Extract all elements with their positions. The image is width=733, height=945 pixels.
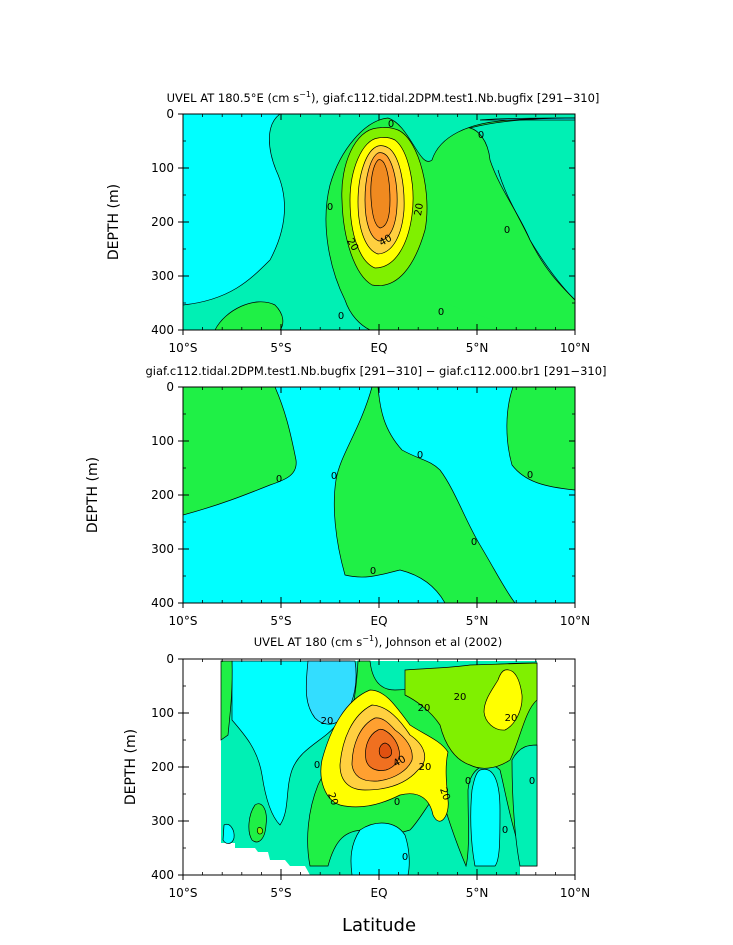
contour-60-center (378, 742, 392, 759)
panel-1-contours: 0 0 0 20 20 40 0 0 0 (183, 114, 575, 330)
panel-3-title: UVEL AT 180 (cm s−1), Johnson et al (200… (254, 634, 502, 649)
panel-3-contour-label: 0 (465, 776, 471, 787)
panel-3-contour-label: 20 (437, 786, 452, 802)
x-tick-label: 10°S (169, 614, 198, 628)
x-tick-label: EQ (370, 341, 387, 355)
y-tick-label: 100 (151, 434, 174, 448)
x-tick-label: 5°N (466, 614, 489, 628)
panel-3-contour-label: 20 (419, 762, 432, 773)
green-region-center (333, 387, 516, 603)
x-tick-label: 5°N (466, 341, 489, 355)
cyan-region-west (183, 114, 285, 306)
panel-3-contour-label: 0 (394, 797, 400, 808)
green-region-east (506, 387, 575, 491)
y-tick-label: 200 (151, 760, 174, 774)
panel-2-contour-label: 0 (417, 450, 423, 461)
x-tick-label: EQ (370, 886, 387, 900)
panel-2-ylabel: DEPTH (m) (85, 457, 101, 533)
y-tick-label: 100 (151, 706, 174, 720)
panel-1-contour-label: 0 (438, 307, 444, 318)
y-tick-label: 300 (151, 814, 174, 828)
panel-2-contour-label: 0 (370, 566, 376, 577)
yellowgreen-small-west (257, 827, 263, 835)
panel-3-contours: 20 0 20 40 20 0 20 0 0 20 0 0 20 20 (220, 660, 538, 875)
green-tongue-south (214, 301, 284, 330)
x-tick-label: 5°N (466, 886, 489, 900)
panel-2-title: giaf.c112.tidal.2DPM.test1.Nb.bugfix [29… (145, 364, 606, 378)
panel-1-contour-label: 0 (338, 311, 344, 322)
panel-2-contour-label: 0 (276, 474, 282, 485)
panel-1-contour-label: 20 (413, 202, 426, 216)
panel-1-contour-label: 0 (504, 225, 510, 236)
panel-1-contour-label: 0 (327, 202, 333, 213)
panel-3-contour-label: 0 (402, 852, 408, 863)
panel-1-title: UVEL AT 180.5°E (cm s−1), giaf.c112.tida… (167, 90, 600, 105)
panel-1-ylabel: DEPTH (m) (106, 184, 122, 260)
y-tick-label: 0 (166, 107, 174, 121)
y-tick-label: 400 (151, 323, 174, 337)
cyan-far-east (511, 744, 538, 867)
panel-1: UVEL AT 180.5°E (cm s−1), giaf.c112.tida… (106, 90, 599, 355)
green-region-west (183, 387, 297, 516)
panel-3-contour-label: 20 (321, 716, 334, 727)
panel-3-ylabel: DEPTH (m) (123, 729, 139, 805)
panel-1-contour-label: 0 (478, 130, 484, 141)
panel-3: UVEL AT 180 (cm s−1), Johnson et al (200… (123, 634, 590, 936)
panel-2-contour-label: 0 (331, 471, 337, 482)
y-tick-label: 0 (166, 380, 174, 394)
y-tick-label: 200 (151, 488, 174, 502)
panel-3-contour-label: 20 (325, 791, 340, 807)
y-tick-label: 400 (151, 596, 174, 610)
y-tick-label: 100 (151, 161, 174, 175)
y-tick-label: 0 (166, 652, 174, 666)
x-tick-label: 10°N (560, 341, 590, 355)
x-tick-label: 5°S (270, 886, 291, 900)
panel-3-contour-label: 0 (502, 825, 508, 836)
green-left-strip (220, 660, 233, 741)
cyan-small-left (222, 824, 235, 844)
panel-2-contour-label: 0 (527, 470, 533, 481)
contour-50 (370, 159, 391, 229)
panel-2: giaf.c112.tidal.2DPM.test1.Nb.bugfix [29… (85, 364, 607, 628)
green-core-lower (431, 300, 520, 330)
panel-2-contour-label: 0 (471, 537, 477, 548)
contour-green-right-boundary (497, 169, 575, 301)
x-tick-label: EQ (370, 614, 387, 628)
y-tick-label: 300 (151, 269, 174, 283)
blue-pocket (305, 660, 357, 725)
cyan-center-lower (350, 822, 410, 875)
panel-3-contour-label: 0 (529, 776, 535, 787)
panel-3-contour-label: 20 (505, 713, 518, 724)
cyan-east-lower (470, 768, 501, 867)
x-tick-label: 10°N (560, 886, 590, 900)
y-tick-label: 200 (151, 215, 174, 229)
panel-3-contour-label: 20 (418, 703, 431, 714)
x-tick-label: 5°S (270, 341, 291, 355)
panel-3-contour-label: 20 (454, 692, 467, 703)
x-tick-label: 10°S (169, 341, 198, 355)
x-tick-label: 5°S (270, 614, 291, 628)
x-tick-label: 10°S (169, 886, 198, 900)
panel-2-axes: 10°S 5°S EQ 5°N 10°N 0 100 200 300 400 (151, 380, 590, 628)
panel-2-contours: 0 0 0 0 0 0 (183, 387, 575, 603)
y-tick-label: 400 (151, 868, 174, 882)
y-tick-label: 300 (151, 542, 174, 556)
panel-3-contour-label: 0 (314, 760, 320, 771)
yellow-east-blob (483, 669, 523, 731)
panel-1-contour-label: 0 (388, 119, 394, 130)
x-axis-label: Latitude (342, 915, 416, 936)
x-tick-label: 10°N (560, 614, 590, 628)
